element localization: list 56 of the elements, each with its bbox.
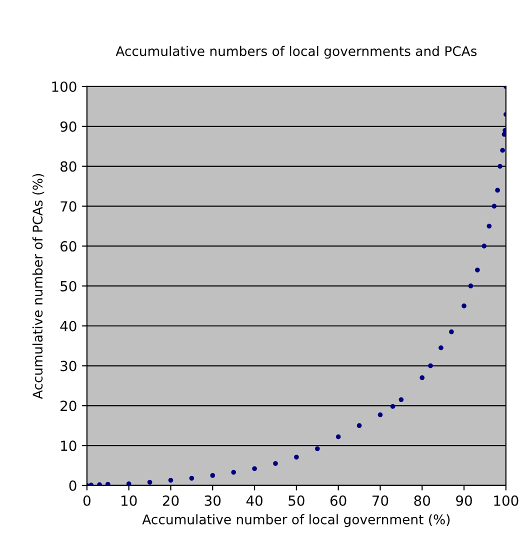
y-tick-label: 0 xyxy=(69,480,76,491)
point xyxy=(486,224,492,229)
point xyxy=(378,412,383,418)
point xyxy=(336,434,341,440)
y-tick-label: 40 xyxy=(60,320,76,332)
point xyxy=(314,446,320,452)
point xyxy=(398,397,404,402)
point xyxy=(438,345,444,350)
y-tick-label: 20 xyxy=(60,400,76,412)
y-tick-label: 80 xyxy=(60,161,76,172)
x-tick-label: 100 xyxy=(494,495,518,506)
x-axis-title: Accumulative number of local government (%) xyxy=(142,514,450,527)
point xyxy=(105,482,110,486)
y-tick-label: 90 xyxy=(60,121,76,132)
point xyxy=(420,375,425,380)
point xyxy=(500,148,505,153)
point xyxy=(168,478,174,483)
point xyxy=(495,188,500,193)
x-tick-label: 80 xyxy=(414,495,430,506)
point xyxy=(189,476,194,481)
point xyxy=(390,404,396,409)
point xyxy=(97,482,102,486)
point xyxy=(498,164,502,169)
x-tick-label: 0 xyxy=(83,495,90,506)
x-tick-label: 90 xyxy=(456,495,472,506)
y-tick-label: 70 xyxy=(60,201,76,212)
x-tick-label: 40 xyxy=(246,495,262,506)
x-tick-label: 30 xyxy=(204,495,221,506)
x-tick-label: 50 xyxy=(288,495,304,506)
point xyxy=(231,470,236,475)
x-tick-label: 60 xyxy=(330,495,346,506)
point xyxy=(502,132,506,137)
x-tick-label: 20 xyxy=(162,495,179,506)
point xyxy=(475,268,480,272)
point xyxy=(482,244,487,249)
point xyxy=(462,303,466,308)
x-tick-label: 10 xyxy=(122,495,137,506)
y-tick-label: 50 xyxy=(60,280,76,292)
point xyxy=(356,423,362,428)
y-tick-label: 60 xyxy=(60,241,76,252)
point xyxy=(468,284,474,288)
point xyxy=(294,454,299,460)
point xyxy=(449,329,454,334)
x-tick-label: 70 xyxy=(372,495,388,506)
y-tick-label: 10 xyxy=(61,440,76,452)
point xyxy=(147,480,152,485)
point xyxy=(252,466,257,472)
point xyxy=(428,363,433,368)
point xyxy=(126,481,132,486)
point xyxy=(210,473,216,478)
y-axis-title: Accumulative number of PCAs (%) xyxy=(32,174,44,400)
y-tick-label: 30 xyxy=(60,360,76,372)
y-tick-label: 100 xyxy=(52,81,76,92)
chart-title: Accumulative numbers of local governments and PCAs xyxy=(116,46,477,59)
point xyxy=(492,204,497,209)
point xyxy=(273,461,278,466)
